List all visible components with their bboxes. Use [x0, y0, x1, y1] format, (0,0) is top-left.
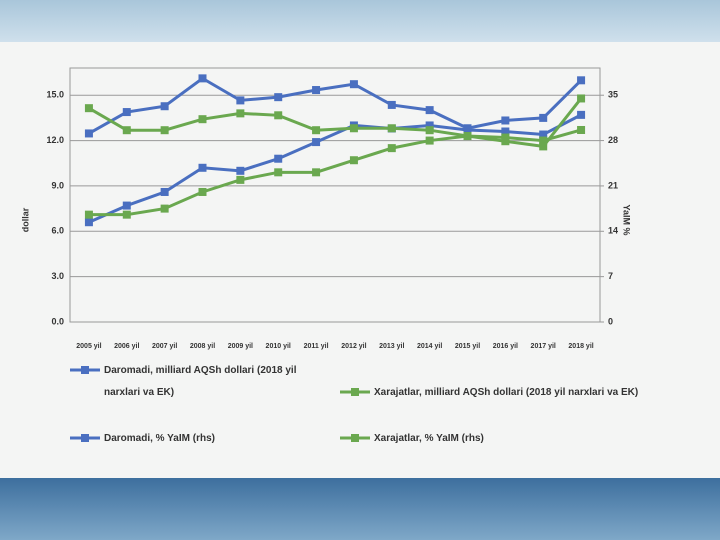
bottom-band: [0, 478, 720, 540]
series-line: [88, 113, 582, 224]
point-marker: [198, 163, 207, 172]
point-marker: [425, 136, 434, 145]
point-marker: [349, 156, 358, 165]
point-marker: [349, 80, 358, 89]
point-marker: [122, 126, 131, 135]
x-tick-label: 2005 yil: [76, 343, 101, 350]
point-marker: [84, 210, 93, 219]
x-tick-label: 2017 yil: [531, 343, 556, 350]
point-marker: [236, 166, 245, 175]
x-tick-label: 2006 yil: [114, 343, 139, 350]
point-marker: [160, 102, 169, 111]
x-tick-label: 2012 yil: [341, 343, 366, 350]
y2-tick-label: 0: [608, 316, 613, 326]
point-marker: [274, 168, 283, 177]
point-marker: [539, 136, 548, 145]
y-tick-label: 3.0: [51, 271, 64, 281]
point-marker: [425, 121, 434, 130]
legend-entry: Daromadi, milliard AQSh dollari (2018 yi…: [104, 365, 297, 398]
point-marker: [122, 201, 131, 210]
series-line: [88, 97, 583, 149]
x-tick-label: 2014 yil: [417, 343, 442, 350]
x-tick-label: 2011 yil: [304, 343, 329, 350]
point-marker: [577, 125, 586, 134]
point-marker: [312, 86, 321, 95]
point-marker: [501, 127, 510, 136]
legend-marker: [81, 434, 89, 442]
y2-tick-label: 14: [608, 226, 618, 236]
point-marker: [236, 109, 245, 118]
y-tick-label: 0.0: [51, 316, 64, 326]
point-marker: [122, 210, 131, 219]
point-marker: [539, 142, 548, 151]
y2-tick-label: 35: [608, 90, 618, 100]
point-marker: [198, 74, 207, 83]
point-marker: [577, 94, 586, 103]
point-marker: [160, 126, 169, 135]
point-marker: [425, 106, 434, 115]
x-tick-label: 2008 yil: [190, 343, 215, 350]
x-tick-label: 2015 yil: [455, 343, 480, 350]
y2-tick-label: 21: [608, 180, 618, 190]
y2-axis-title: YaIM %: [622, 204, 632, 235]
point-marker: [274, 111, 283, 120]
point-marker: [577, 110, 586, 119]
point-marker: [198, 187, 207, 196]
point-marker: [501, 116, 510, 125]
point-marker: [312, 168, 321, 177]
point-marker: [274, 154, 283, 163]
point-marker: [425, 126, 434, 135]
point-marker: [539, 113, 548, 122]
y-tick-label: 6.0: [51, 226, 64, 236]
point-marker: [349, 124, 358, 133]
legend-entry: Daromadi, % YaIM (rhs): [104, 433, 215, 444]
series-line: [88, 76, 583, 135]
point-marker: [122, 108, 131, 117]
point-marker: [463, 132, 472, 141]
x-tick-label: 2013 yil: [379, 343, 404, 350]
plot-area: [69, 67, 601, 323]
legend-marker: [351, 434, 359, 442]
point-marker: [274, 93, 283, 102]
point-marker: [84, 218, 93, 227]
x-tick-label: 2016 yil: [493, 343, 518, 350]
x-tick-label: 2007 yil: [152, 343, 177, 350]
legend-marker: [81, 366, 89, 374]
x-tick-label: 2010 yil: [266, 343, 291, 350]
y-tick-label: 15.0: [46, 90, 64, 100]
legend-entry: Xarajatlar, milliard AQSh dollari (2018 …: [374, 387, 639, 398]
point-marker: [577, 76, 586, 85]
y-axis-title: dollar: [20, 207, 30, 232]
point-marker: [84, 104, 93, 113]
y-tick-label: 12.0: [46, 135, 64, 145]
y2-tick-label: 28: [608, 135, 618, 145]
point-marker: [236, 175, 245, 184]
point-marker: [312, 126, 321, 135]
x-tick-label: 2009 yil: [228, 343, 253, 350]
point-marker: [312, 138, 321, 147]
point-marker: [387, 124, 396, 133]
point-marker: [387, 144, 396, 153]
point-marker: [160, 204, 169, 213]
legend-entry: Xarajatlar, % YaIM (rhs): [374, 433, 484, 444]
point-marker: [539, 130, 548, 139]
y-tick-label: 9.0: [51, 180, 64, 190]
point-marker: [84, 129, 93, 138]
y2-tick-label: 7: [608, 271, 613, 281]
series-line: [88, 128, 582, 217]
point-marker: [160, 187, 169, 196]
point-marker: [463, 124, 472, 133]
point-marker: [198, 115, 207, 124]
point-marker: [236, 96, 245, 105]
point-marker: [387, 100, 396, 109]
point-marker: [501, 137, 510, 146]
x-tick-label: 2018 yil: [568, 343, 593, 350]
legend-marker: [351, 388, 359, 396]
